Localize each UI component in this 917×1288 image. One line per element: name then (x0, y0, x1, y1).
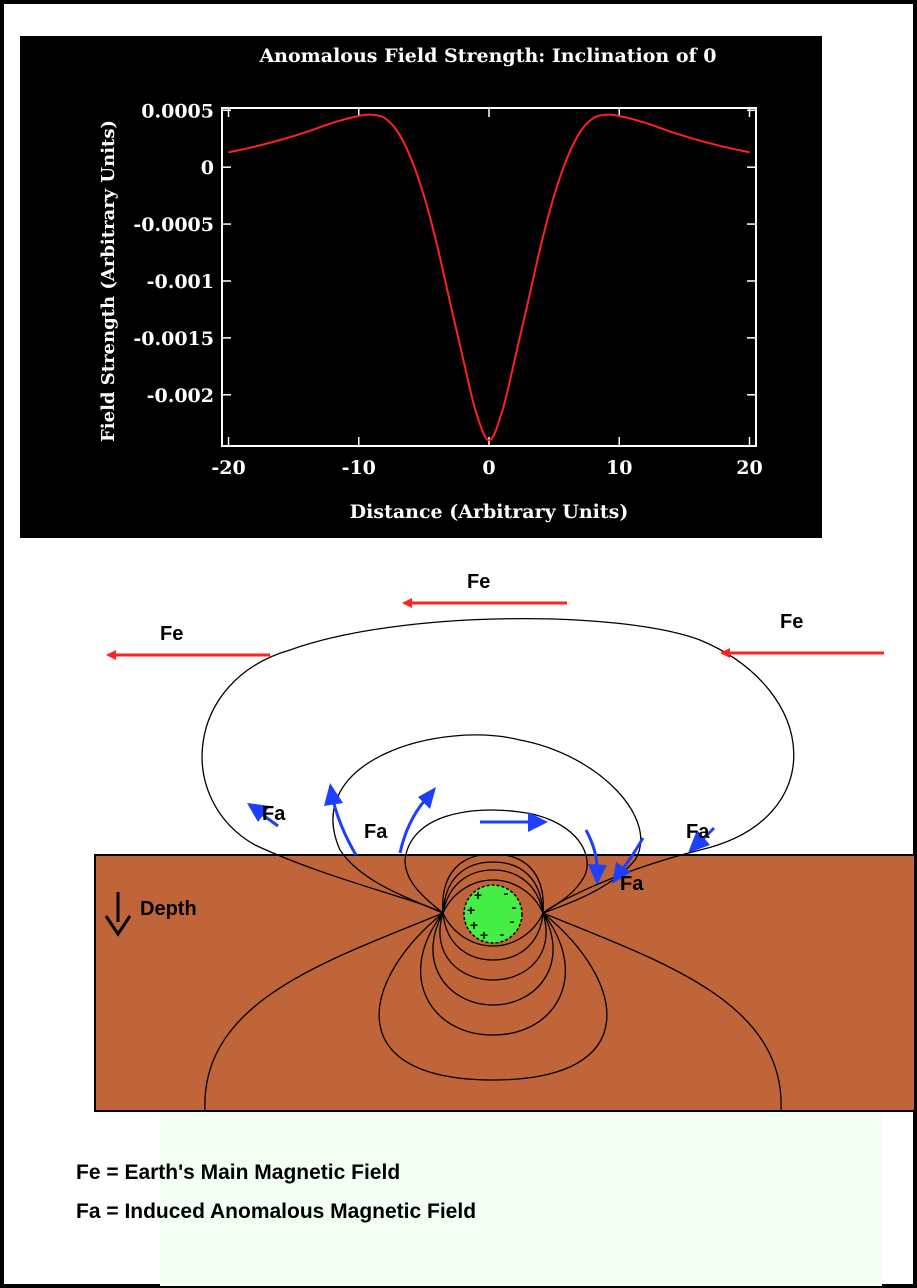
x-tick-label: 20 (736, 457, 762, 479)
fa-arrow-right (688, 826, 716, 853)
legend-item-fe: Fe = Earth's Main Magnetic Field (76, 1161, 400, 1184)
svg-text:+: + (480, 927, 488, 943)
magnetic-field-diagram: + + + + - - - - Fe Fe Fe (76, 571, 916, 1286)
svg-text:-: - (510, 913, 515, 929)
y-tick-label: 0.0005 (141, 100, 214, 122)
fe-label-center: Fe (467, 571, 490, 593)
anomalous-field-chart: Anomalous Field Strength: Inclination of… (20, 36, 822, 538)
x-tick-label: -10 (342, 457, 376, 479)
fa-labels: Fa Fa Fa Fa (262, 803, 710, 895)
chart-background (20, 36, 822, 538)
fa-label-3: Fa (686, 821, 710, 843)
fa-arrow-left (247, 803, 279, 828)
legend: Fe = Earth's Main Magnetic Field Fa = In… (76, 1161, 476, 1223)
x-tick-label: -20 (211, 457, 245, 479)
fe-label-left: Fe (160, 623, 183, 645)
tick-labels: -20 -10 0 10 20 0.0005 0 -0.0005 -0.001 -0.0015 -0… (133, 100, 762, 479)
fe-labels: Fe Fe Fe (160, 571, 803, 645)
y-tick-label: -0.002 (147, 385, 214, 407)
fa-label-4: Fa (620, 873, 644, 895)
fa-label-1: Fa (262, 803, 286, 825)
svg-text:+: + (467, 902, 475, 918)
fa-arrow-top (480, 812, 548, 832)
field-strength-line (228, 113, 750, 442)
legend-item-fa: Fa = Induced Anomalous Magnetic Field (76, 1200, 476, 1223)
y-axis-label: Field Strength (Arbitrary Units) (98, 120, 119, 442)
y-tick-label: -0.0005 (133, 214, 214, 236)
chart-title: Anomalous Field Strength: Inclination of… (258, 45, 716, 67)
y-tick-label: 0 (201, 157, 214, 179)
depth-indicator: Depth (104, 892, 197, 937)
sphere-charges: + + + + - - - - (467, 885, 517, 943)
svg-text:-: - (512, 899, 517, 915)
field-loop-inner (404, 809, 588, 914)
depth-label: Depth (140, 898, 197, 920)
svg-text:-: - (504, 885, 509, 901)
y-tick-label: -0.0015 (133, 328, 214, 350)
fa-arrow-up (398, 787, 436, 854)
buried-sphere (463, 884, 523, 944)
fa-arrows (247, 783, 716, 885)
x-tick-label: 10 (606, 457, 632, 479)
svg-text:+: + (474, 887, 482, 903)
legend-background (160, 1110, 882, 1286)
fa-arrow-down-1 (584, 829, 607, 885)
field-lines-below (204, 855, 782, 1111)
fa-arrow-inner-left (324, 783, 358, 856)
fe-label-right: Fe (780, 611, 803, 633)
fa-arrow-down-2 (612, 837, 645, 884)
svg-text:+: + (470, 917, 478, 933)
field-loop-outer (201, 617, 795, 914)
svg-text:-: - (500, 926, 505, 942)
fe-arrows (106, 598, 884, 660)
x-tick-label: 0 (482, 457, 495, 479)
y-tick-label: -0.001 (147, 271, 214, 293)
x-axis-label: Distance (Arbitrary Units) (350, 501, 629, 523)
fa-label-2: Fa (364, 821, 388, 843)
